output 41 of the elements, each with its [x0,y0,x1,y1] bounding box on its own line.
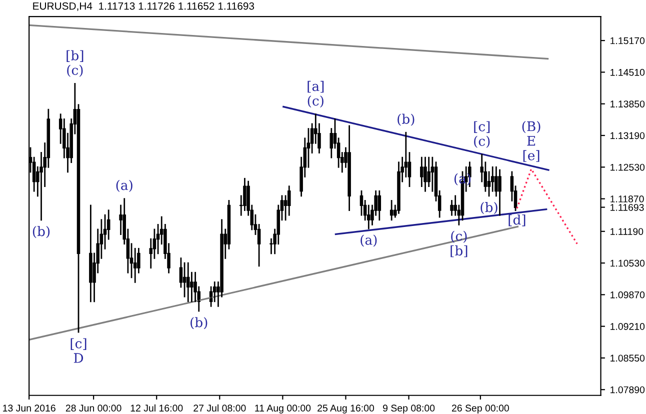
annotation: (b) [190,317,208,330]
annotation: E [527,136,536,146]
y-tick-label: 1.08550 [610,354,645,362]
y-tick-label: 1.11190 [610,228,644,235]
x-tick-label: 28 Jun 00:00 [66,404,122,412]
annotation: [a] [308,80,324,93]
x-tick-label: 11 Aug 00:00 [255,404,311,414]
annotation: (b) [32,226,50,238]
annotation: [b] [450,245,468,258]
annotation: [e] [523,150,540,162]
annotation: [d] [508,214,526,226]
annotation: [c] [474,121,490,133]
annotation: (b) [398,114,414,126]
annotation: (c) [474,136,490,148]
annotation: D [74,353,84,363]
x-tick-label: 26 Sep 00:00 [452,404,509,414]
y-tick-label: 1.07890 [610,386,645,394]
y-tick-label: 1.13190 [610,132,645,140]
y-tick-label: 1.11870 [610,196,644,202]
y-tick-label: 1.10530 [610,260,645,267]
annotation: (a) [116,180,132,192]
annotation: (B) [522,120,540,134]
x-tick-label: 12 Jul 16:00 [130,404,183,412]
x-tick-label: 27 Jul 08:00 [194,404,246,412]
annotation: (c) [67,64,83,77]
x-tick-label: 25 Aug 16:00 [318,404,374,414]
y-tick-label: 1.15170 [610,37,645,44]
y-tick-label: 1.13850 [610,100,645,108]
y-tick-label: 1.09870 [610,291,645,298]
y-tick-label: 1.14510 [610,68,645,76]
annotation: [c] [70,338,86,350]
annotation: (a) [360,234,377,247]
annotation: [b] [66,50,84,62]
y-tick-label: 1.09210 [610,323,645,330]
x-tick-label: 13 Jun 2016 [3,404,56,412]
y-tick-label: 1.11693 [610,204,644,211]
y-tick-label: 1.12530 [610,164,645,171]
chart-title: EURUSD,H4 1.11713 1.11726 1.11652 1.11693 [33,2,254,11]
x-tick-label: 9 Sep 08:00 [383,404,435,414]
annotation: (b) [480,202,498,214]
annotation: (c) [308,95,324,108]
